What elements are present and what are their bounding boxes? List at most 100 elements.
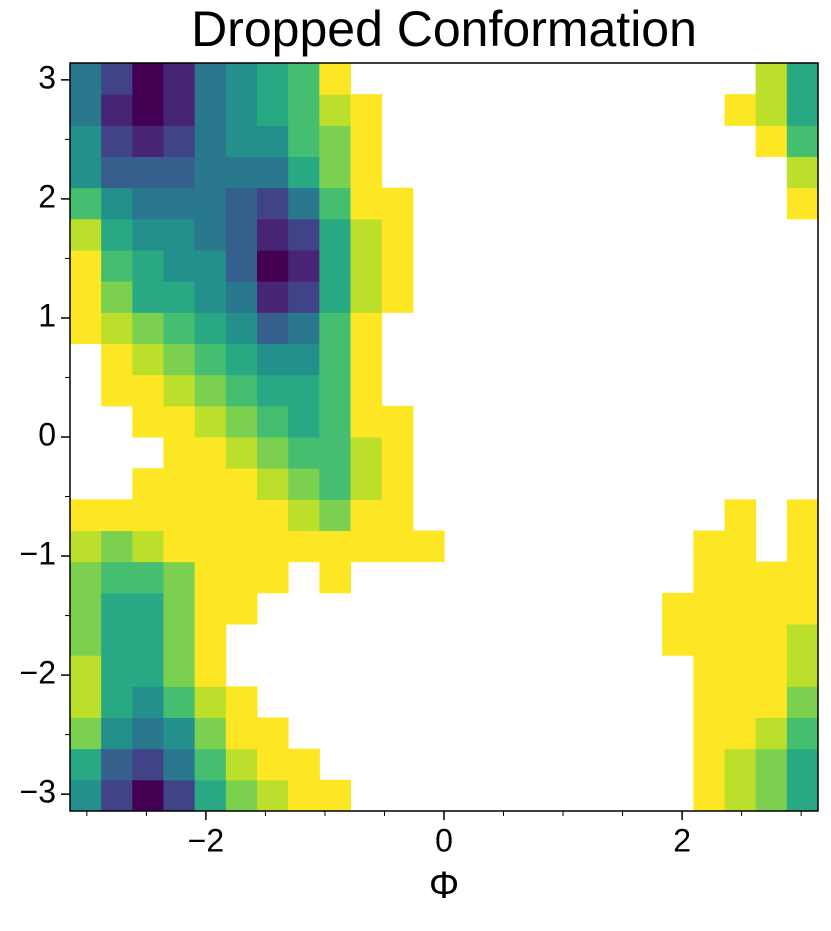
heatmap-cell [132, 499, 164, 531]
heatmap-cell [101, 374, 133, 407]
heatmap-cell [132, 530, 164, 563]
heatmap-cell [70, 218, 102, 251]
heatmap-cell [786, 63, 819, 95]
heatmap-cell [319, 281, 351, 313]
heatmap-cell [755, 748, 788, 781]
heatmap-cell [288, 63, 320, 95]
heatmap-cell [225, 748, 258, 781]
heatmap-cell [288, 343, 320, 376]
heatmap-cell [225, 499, 258, 531]
heatmap-cell [101, 94, 133, 126]
heatmap-cell [194, 624, 227, 656]
heatmap-cell [194, 561, 227, 594]
heatmap-cell [381, 250, 414, 282]
heatmap-cell [101, 779, 133, 812]
heatmap-cell [194, 125, 227, 157]
heatmap-cell [70, 63, 102, 95]
heatmap-cell [350, 125, 383, 157]
heatmap-cell [288, 374, 320, 407]
heatmap-cell [70, 125, 102, 157]
heatmap-cell [225, 281, 258, 313]
heatmap-cell [163, 655, 196, 687]
heatmap-cell [350, 94, 383, 126]
heatmap-cell [786, 156, 819, 189]
x-tick-label: 0 [435, 822, 453, 858]
heatmap-cell [724, 94, 757, 126]
heatmap-cell [755, 717, 788, 750]
heatmap-cell [786, 717, 819, 750]
heatmap-cell [288, 187, 320, 220]
heatmap-cell [194, 218, 227, 251]
chart-title: Dropped Conformation [191, 1, 697, 57]
heatmap-cell [381, 281, 414, 313]
heatmap-cell [225, 686, 258, 718]
heatmap-cell [194, 468, 227, 500]
heatmap-cell [163, 561, 196, 594]
heatmap-cell [786, 592, 819, 625]
heatmap-cell [786, 94, 819, 126]
heatmap-cell [132, 592, 164, 625]
heatmap-cell [225, 561, 258, 594]
heatmap-cell [693, 717, 725, 750]
heatmap-cell [288, 312, 320, 344]
heatmap-cell [225, 125, 258, 157]
heatmap-cell [319, 250, 351, 282]
heatmap-cell [350, 218, 383, 251]
heatmap-cell [194, 156, 227, 189]
heatmap-cell [662, 592, 694, 625]
heatmap-cell [786, 624, 819, 656]
heatmap-cell [288, 94, 320, 126]
heatmap [70, 63, 819, 812]
heatmap-cell [724, 592, 757, 625]
heatmap-cell [319, 94, 351, 126]
heatmap-cell [194, 405, 227, 438]
heatmap-cell [350, 468, 383, 500]
heatmap-cell [163, 312, 196, 344]
heatmap-cell [350, 405, 383, 438]
heatmap-cell [724, 561, 757, 594]
heatmap-cell [101, 281, 133, 313]
heatmap-cell [163, 218, 196, 251]
heatmap-cell [194, 779, 227, 812]
heatmap-cell [693, 655, 725, 687]
heatmap-cell [319, 499, 351, 531]
heatmap-cell [786, 561, 819, 594]
heatmap-cell [319, 312, 351, 344]
heatmap-cell [70, 281, 102, 313]
heatmap-cell [412, 530, 445, 563]
heatmap-cell [350, 281, 383, 313]
heatmap-cell [319, 343, 351, 376]
heatmap-cell [163, 624, 196, 656]
heatmap-cell [132, 125, 164, 157]
y-tick-label: −2 [20, 655, 56, 691]
heatmap-cell [288, 468, 320, 500]
heatmap-cell [70, 312, 102, 344]
heatmap-cell [257, 499, 289, 531]
heatmap-cell [101, 125, 133, 157]
heatmap-cell [350, 312, 383, 344]
heatmap-cell [132, 374, 164, 407]
heatmap-cell [163, 94, 196, 126]
heatmap-cell [381, 437, 414, 469]
heatmap-cell [101, 250, 133, 282]
heatmap-cell [194, 499, 227, 531]
heatmap-cell [194, 437, 227, 469]
heatmap-cell [194, 250, 227, 282]
heatmap-cell [194, 717, 227, 750]
heatmap-cell [194, 312, 227, 344]
heatmap-cell [257, 343, 289, 376]
heatmap-cell [163, 686, 196, 718]
heatmap-cell [101, 624, 133, 656]
heatmap-cell [70, 530, 102, 563]
heatmap-cell [319, 125, 351, 157]
heatmap-cell [163, 592, 196, 625]
heatmap-cell [194, 686, 227, 718]
heatmap-cell [163, 468, 196, 500]
heatmap-cell [257, 748, 289, 781]
heatmap-cell [319, 468, 351, 500]
heatmap-cell [724, 748, 757, 781]
heatmap-cell [693, 592, 725, 625]
heatmap-cell [693, 561, 725, 594]
y-tick-label: 0 [38, 416, 56, 452]
